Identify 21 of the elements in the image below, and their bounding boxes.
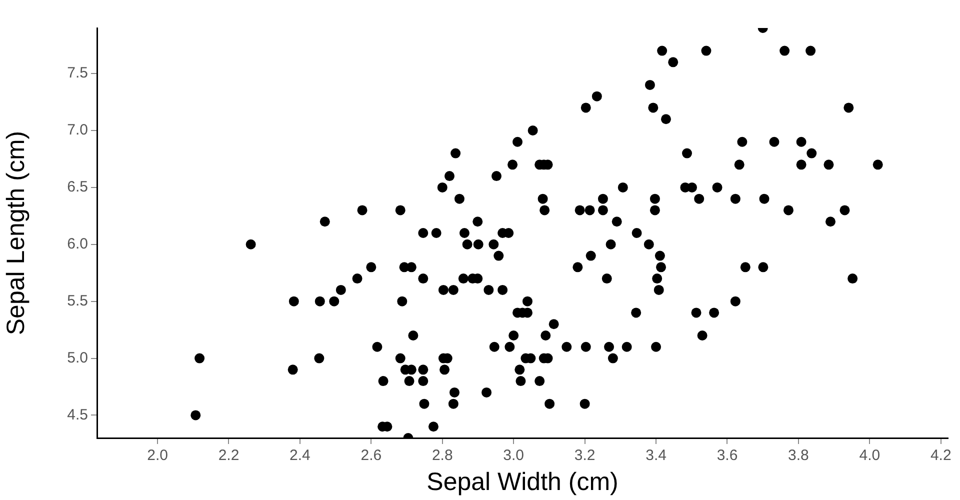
y-tick-label: 6.5 bbox=[67, 178, 88, 196]
x-tick-label: 3.0 bbox=[503, 447, 524, 464]
x-tick-label: 2.4 bbox=[290, 447, 310, 464]
x-tick-label: 2.0 bbox=[147, 447, 168, 464]
x-tick-label: 3.4 bbox=[646, 447, 666, 464]
y-tick-label: 5.5 bbox=[67, 292, 88, 310]
y-tick-label: 5.0 bbox=[67, 349, 88, 366]
x-axis-title: Sepal Width (cm) bbox=[426, 468, 618, 496]
x-tick-label: 3.8 bbox=[788, 447, 809, 464]
x-tick-label: 4.2 bbox=[930, 447, 952, 464]
y-axis-title: Sepal Length (cm) bbox=[2, 130, 30, 336]
x-tick-label: 2.8 bbox=[432, 447, 453, 464]
y-tick-label: 7.0 bbox=[67, 122, 88, 139]
x-tick-label: 3.6 bbox=[716, 447, 738, 464]
y-tick-label: 4.5 bbox=[67, 406, 88, 424]
x-tick-label: 2.2 bbox=[218, 447, 240, 464]
x-tick-label: 2.6 bbox=[360, 447, 382, 464]
y-tick-label: 7.5 bbox=[67, 64, 88, 82]
x-tick-label: 3.2 bbox=[574, 447, 596, 464]
y-tick-label: 6.0 bbox=[67, 236, 88, 253]
x-tick-label: 4.0 bbox=[859, 447, 880, 464]
